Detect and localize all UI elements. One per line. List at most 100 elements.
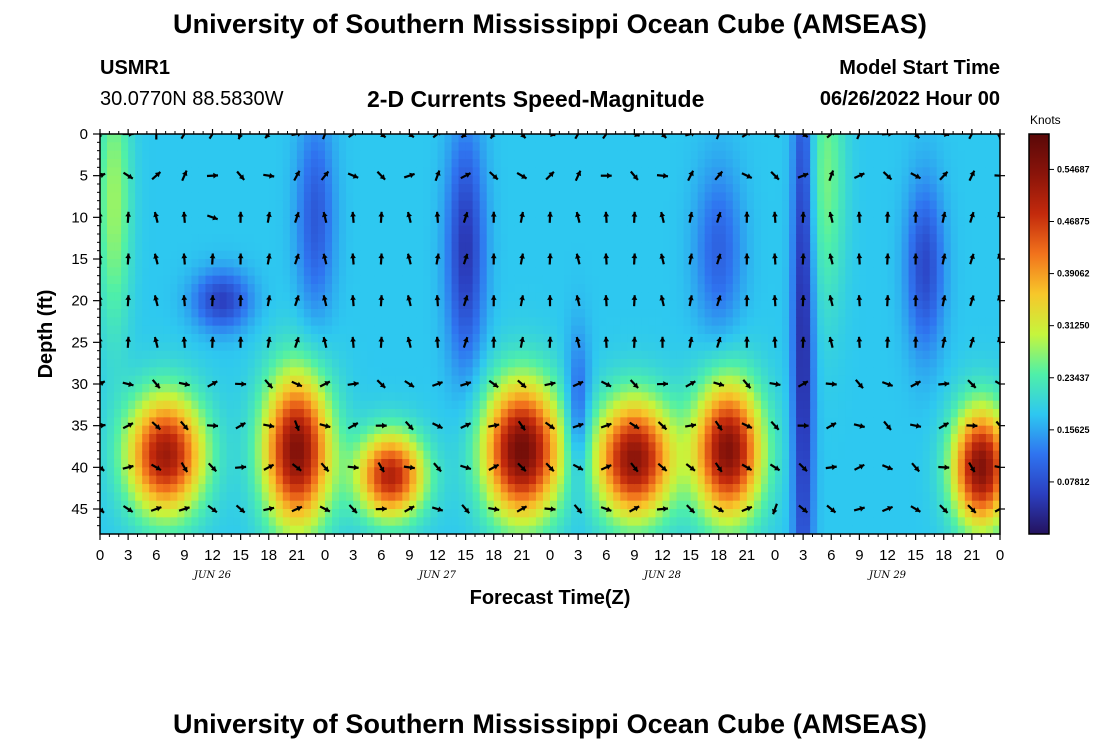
heatmap-cell	[760, 259, 769, 268]
heatmap-cell	[135, 184, 143, 193]
heatmap-cell	[409, 292, 418, 302]
heatmap-cell	[648, 334, 657, 343]
heatmap-cell	[500, 342, 509, 352]
heatmap-cell	[669, 167, 678, 177]
heatmap-cell	[353, 250, 361, 260]
heatmap-cell	[107, 400, 115, 410]
heatmap-cell	[486, 425, 495, 435]
heatmap-cell	[782, 500, 790, 510]
heatmap-cell	[381, 392, 389, 402]
heatmap-cell	[472, 500, 481, 510]
heatmap-cell	[381, 234, 389, 243]
heatmap-cell	[500, 517, 509, 527]
heatmap-cell	[578, 384, 586, 393]
heatmap-cell	[191, 367, 200, 377]
heatmap-cell	[599, 459, 607, 468]
heatmap-cell	[585, 384, 593, 393]
heatmap-cell	[156, 200, 164, 210]
heatmap-cell	[170, 400, 178, 410]
heatmap-cell	[317, 484, 326, 493]
heatmap-cell	[655, 134, 664, 143]
heatmap-cell	[177, 509, 185, 518]
heatmap-cell	[226, 250, 235, 260]
heatmap-cell	[711, 509, 720, 518]
heatmap-cell	[212, 450, 221, 460]
heatmap-cell	[641, 359, 650, 368]
heatmap-cell	[725, 259, 734, 268]
heatmap-cell	[521, 509, 530, 518]
heatmap-cell	[542, 242, 551, 252]
heatmap-cell	[360, 417, 368, 427]
heatmap-cell	[100, 292, 108, 302]
heatmap-cell	[226, 184, 235, 193]
heatmap-cell	[683, 334, 692, 343]
heatmap-cell	[170, 192, 178, 202]
heatmap-cell	[578, 334, 586, 343]
heatmap-cell	[564, 409, 572, 418]
heatmap-cell	[767, 284, 776, 293]
heatmap-cell	[275, 234, 284, 243]
heatmap-cell	[535, 250, 544, 260]
heatmap-cell	[346, 192, 354, 202]
heatmap-cell	[282, 317, 291, 327]
heatmap-cell	[310, 342, 319, 352]
heatmap-cell	[205, 184, 214, 193]
heatmap-cell	[381, 492, 389, 502]
heatmap-cell	[437, 292, 446, 302]
heatmap-cell	[683, 375, 692, 385]
heatmap-cell	[282, 517, 291, 527]
heatmap-cell	[149, 392, 157, 402]
heatmap-cell	[205, 259, 214, 268]
heatmap-cell	[388, 292, 396, 302]
heatmap-cell	[360, 217, 368, 227]
heatmap-cell	[240, 250, 249, 260]
heatmap-cell	[163, 325, 171, 335]
heatmap-cell	[395, 134, 403, 143]
heatmap-cell	[303, 417, 312, 427]
heatmap-cell	[184, 409, 193, 418]
heatmap-cell	[514, 284, 523, 293]
heatmap-cell	[107, 375, 115, 385]
heatmap-cell	[170, 342, 178, 352]
heatmap-cell	[205, 142, 214, 152]
heatmap-cell	[458, 159, 467, 168]
heatmap-cell	[564, 367, 572, 377]
heatmap-cell	[718, 400, 727, 410]
heatmap-cell	[121, 242, 129, 252]
heatmap-cell	[528, 192, 537, 202]
heatmap-cell	[325, 184, 333, 193]
heatmap-cell	[114, 342, 122, 352]
heatmap-cell	[156, 525, 164, 534]
heatmap-cell	[346, 375, 354, 385]
heatmap-cell	[254, 459, 263, 468]
heatmap-cell	[521, 400, 530, 410]
heatmap-cell	[704, 350, 713, 360]
heatmap-cell	[247, 484, 256, 493]
heatmap-cell	[156, 134, 164, 143]
heatmap-cell	[634, 150, 643, 160]
heatmap-cell	[437, 359, 446, 368]
heatmap-cell	[128, 284, 136, 293]
heatmap-cell	[388, 209, 396, 218]
heatmap-cell	[191, 509, 200, 518]
heatmap-cell	[100, 300, 108, 310]
heatmap-cell	[451, 175, 460, 185]
heatmap-cell	[360, 325, 368, 335]
heatmap-cell	[613, 509, 621, 518]
heatmap-cell	[704, 317, 713, 327]
heatmap-cell	[760, 225, 769, 235]
heatmap-cell	[782, 509, 790, 518]
heatmap-cell	[156, 309, 164, 318]
heatmap-cell	[578, 242, 586, 252]
heatmap-cell	[191, 342, 200, 352]
heatmap-cell	[388, 392, 396, 402]
heatmap-cell	[810, 484, 818, 493]
heatmap-cell	[648, 392, 657, 402]
heatmap-cell	[521, 275, 530, 285]
heatmap-cell	[444, 400, 453, 410]
heatmap-cell	[803, 184, 811, 193]
heatmap-cell	[402, 442, 410, 452]
heatmap-cell	[310, 284, 319, 293]
heatmap-cell	[711, 392, 720, 402]
heatmap-cell	[163, 284, 171, 293]
